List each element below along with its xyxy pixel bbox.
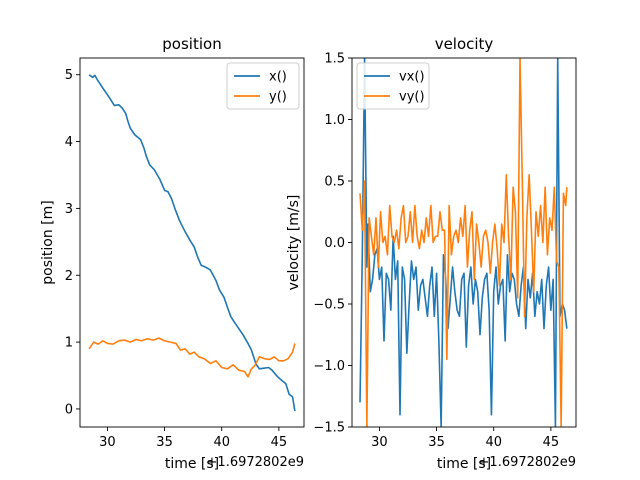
legend-box	[356, 62, 430, 110]
y-tick-label: 4	[65, 135, 73, 150]
panel-title: position	[162, 35, 221, 53]
x-axis-label: time [s]	[437, 456, 491, 472]
x-tick-label: 30	[371, 435, 388, 450]
y-tick-label: 0	[65, 402, 73, 417]
y-tick-label: 1	[65, 336, 73, 351]
legend-box	[226, 62, 300, 110]
y-tick-label: −0.5	[313, 298, 345, 313]
legend: x() y()	[226, 62, 300, 110]
legend-entry: x()	[269, 70, 287, 85]
x-tick-label: 40	[485, 435, 502, 450]
x-offset-label: +1.6972802e9	[479, 455, 576, 470]
series-line-vy	[359, 58, 568, 427]
panel-title: velocity	[435, 35, 494, 53]
x-axis-label: time [s]	[165, 456, 219, 472]
legend: vx() vy()	[356, 62, 430, 110]
legend-entry: y()	[269, 90, 287, 105]
legend-entry: vy()	[399, 90, 425, 105]
series-line-x	[88, 74, 296, 412]
x-tick-label: 40	[213, 435, 230, 450]
x-tick-label: 45	[543, 435, 560, 450]
x-tick-label: 35	[428, 435, 445, 450]
y-tick-label: 3	[65, 202, 73, 217]
x-tick-label: 45	[271, 435, 288, 450]
legend-entry: vx()	[399, 70, 425, 85]
y-tick-label: 2	[65, 269, 73, 284]
x-tick-label: 35	[156, 435, 173, 450]
y-tick-label: 5	[65, 68, 73, 83]
y-tick-label: 1.5	[324, 52, 345, 67]
x-tick-label: 30	[99, 435, 116, 450]
y-tick-label: −1.0	[313, 359, 345, 374]
series-line-vx	[359, 58, 568, 427]
y-tick-label: 0.5	[324, 175, 345, 190]
y-tick-label: −1.5	[313, 421, 345, 436]
y-tick-label: 1.0	[324, 113, 345, 128]
axes-frame	[79, 57, 305, 428]
series-line-y	[88, 337, 296, 378]
x-offset-label: +1.6972802e9	[207, 455, 304, 470]
y-tick-label: 0.0	[324, 236, 345, 251]
y-axis-label: velocity [m/s]	[286, 195, 302, 291]
y-axis-label: position [m]	[40, 200, 56, 284]
velocity-panel: 30 35 40 45 −1.5 −1.0 −0.5 0.0 0.5 1.0 1.5 velocity…	[286, 35, 577, 472]
